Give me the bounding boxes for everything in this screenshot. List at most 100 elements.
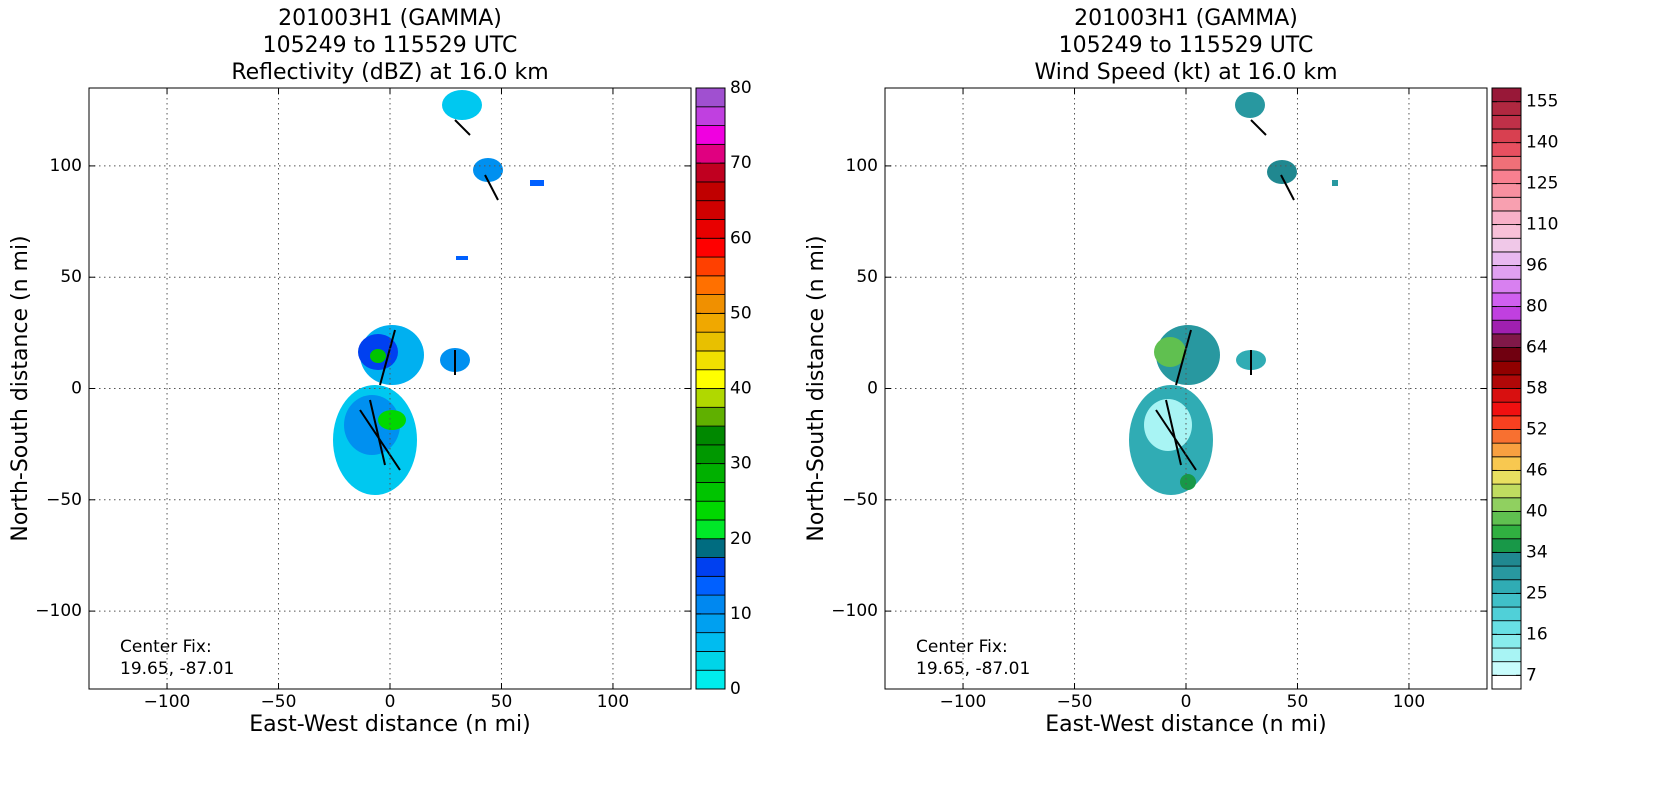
annotation: Center Fix: bbox=[120, 637, 212, 657]
y-tick-label: 100 bbox=[50, 156, 82, 176]
y-tick-label: 100 bbox=[846, 156, 878, 176]
colorbar-segment bbox=[1491, 196, 1522, 212]
colorbar-frame bbox=[695, 87, 726, 690]
x-tick-label: 0 bbox=[1181, 692, 1192, 712]
colorbar-segment bbox=[695, 181, 726, 202]
colorbar-segment bbox=[695, 594, 726, 615]
x-tick-label: −50 bbox=[261, 692, 297, 712]
colorbar-tick-label: 155 bbox=[1526, 92, 1558, 112]
y-axis-label: North-South distance (n mi) bbox=[804, 235, 829, 541]
colorbar-segment bbox=[1491, 388, 1522, 403]
colorbar-tick-label: 58 bbox=[1526, 379, 1548, 399]
colorbar-segment bbox=[695, 632, 726, 652]
colorbar-segment bbox=[695, 350, 726, 371]
annotation: 19.65, -87.01 bbox=[120, 659, 234, 679]
colorbar-segment bbox=[1491, 319, 1522, 335]
colorbar-tick-label: 96 bbox=[1526, 256, 1548, 276]
x-axis-label: East-West distance (n mi) bbox=[249, 712, 530, 737]
plot-frame bbox=[884, 87, 1488, 690]
chart-title: 201003H1 (GAMMA) bbox=[278, 6, 502, 31]
x-tick-label: 50 bbox=[1287, 692, 1309, 712]
colorbar-tick-label: 125 bbox=[1526, 174, 1558, 194]
colorbar-segment bbox=[1491, 647, 1522, 663]
colorbar-segment bbox=[695, 237, 726, 258]
colorbar-segment bbox=[1491, 456, 1522, 471]
colorbar-segment bbox=[1491, 210, 1522, 225]
colorbar-segment bbox=[1491, 278, 1522, 294]
colorbar-tick-label: 7 bbox=[1526, 665, 1537, 685]
x-axis-label: East-West distance (n mi) bbox=[1045, 712, 1326, 737]
colorbar-tick-label: 64 bbox=[1526, 338, 1548, 358]
plot-frame bbox=[88, 87, 692, 690]
colorbar-segment bbox=[695, 275, 726, 295]
colorbar-segment bbox=[1491, 224, 1522, 239]
colorbar-tick-label: 10 bbox=[730, 604, 752, 624]
colorbar-segment bbox=[695, 331, 726, 352]
colorbar-segment bbox=[695, 200, 726, 220]
colorbar-segment bbox=[1491, 429, 1522, 444]
colorbar-segment bbox=[1491, 360, 1522, 376]
chart-title: 201003H1 (GAMMA) bbox=[1074, 6, 1298, 31]
colorbar-segment bbox=[1491, 333, 1522, 348]
colorbar-tick-label: 50 bbox=[730, 303, 752, 323]
colorbar-segment bbox=[1491, 292, 1522, 307]
colorbar-segment bbox=[1491, 565, 1522, 581]
colorbar-tick-label: 46 bbox=[1526, 460, 1548, 480]
colorbar-segment bbox=[695, 463, 726, 483]
wind-right bbox=[1129, 92, 1338, 495]
y-tick-label: 0 bbox=[867, 379, 878, 399]
colorbar-segment bbox=[695, 425, 726, 446]
colorbar-segment bbox=[1491, 579, 1522, 594]
colorbar-segment bbox=[1491, 169, 1522, 185]
colorbar-segment bbox=[695, 106, 726, 126]
colorbar-segment bbox=[695, 388, 726, 408]
colorbar-segment bbox=[695, 406, 726, 427]
colorbar-segment bbox=[695, 87, 726, 108]
x-tick-label: 100 bbox=[1393, 692, 1425, 712]
annotation: 19.65, -87.01 bbox=[916, 659, 1030, 679]
colorbar-segment bbox=[695, 444, 726, 465]
colorbar-segment bbox=[1491, 470, 1522, 485]
colorbar-tick-label: 70 bbox=[730, 153, 752, 173]
colorbar-segment bbox=[695, 312, 726, 333]
chart-title: Reflectivity (dBZ) at 16.0 km bbox=[231, 60, 548, 85]
y-tick-label: 0 bbox=[71, 379, 82, 399]
colorbar-segment bbox=[1491, 620, 1522, 635]
y-tick-label: −100 bbox=[831, 601, 878, 621]
colorbar-tick-label: 34 bbox=[1526, 542, 1548, 562]
colorbar-segment bbox=[1491, 237, 1522, 253]
colorbar-tick-label: 80 bbox=[1526, 297, 1548, 317]
colorbar-segment bbox=[695, 538, 726, 558]
colorbar-tick-label: 40 bbox=[730, 379, 752, 399]
colorbar-segment bbox=[695, 125, 726, 145]
colorbar-tick-label: 30 bbox=[730, 454, 752, 474]
y-axis-label: North-South distance (n mi) bbox=[8, 235, 33, 541]
colorbar-segment bbox=[695, 369, 726, 389]
colorbar-segment bbox=[695, 613, 726, 634]
colorbar-segment bbox=[1491, 552, 1522, 567]
colorbar-segment bbox=[1491, 87, 1522, 103]
colorbar-segment bbox=[1491, 142, 1522, 157]
colorbar-tick-label: 110 bbox=[1526, 215, 1558, 235]
colorbar-tick-label: 52 bbox=[1526, 419, 1548, 439]
colorbar-segment bbox=[695, 557, 726, 577]
colorbar-segment bbox=[695, 575, 726, 596]
colorbar-segment bbox=[1491, 401, 1522, 417]
colorbar-segment bbox=[1491, 251, 1522, 266]
x-tick-label: −100 bbox=[144, 692, 191, 712]
y-tick-label: −50 bbox=[46, 490, 82, 510]
colorbar-segment bbox=[695, 294, 726, 314]
y-tick-label: −100 bbox=[35, 601, 82, 621]
colorbar-segment bbox=[1491, 128, 1522, 144]
colorbar-tick-label: 16 bbox=[1526, 624, 1548, 644]
colorbar-segment bbox=[1491, 265, 1522, 280]
colorbar-segment bbox=[1491, 497, 1522, 512]
colorbar-tick-label: 60 bbox=[730, 228, 752, 248]
colorbar-frame bbox=[1491, 87, 1522, 690]
colorbar-tick-label: 20 bbox=[730, 529, 752, 549]
colorbar-segment bbox=[1491, 306, 1522, 321]
colorbar-segment bbox=[1491, 606, 1522, 622]
colorbar-segment bbox=[1491, 538, 1522, 553]
colorbar-segment bbox=[1491, 101, 1522, 116]
